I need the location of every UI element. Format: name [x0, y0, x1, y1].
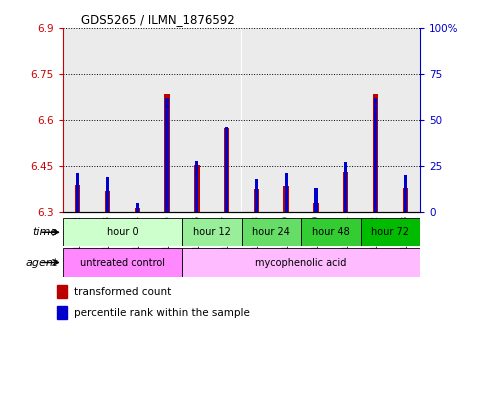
- Bar: [164, 94, 170, 212]
- Bar: [254, 189, 259, 212]
- Bar: [224, 128, 229, 212]
- Text: mycophenolic acid: mycophenolic acid: [256, 257, 347, 268]
- Text: time: time: [33, 227, 58, 237]
- Bar: [301, 28, 331, 212]
- Bar: [374, 98, 377, 212]
- Bar: [182, 218, 242, 246]
- Bar: [403, 187, 408, 212]
- Bar: [404, 175, 407, 212]
- Bar: [361, 218, 420, 246]
- Text: hour 48: hour 48: [312, 227, 350, 237]
- Bar: [390, 28, 420, 212]
- Bar: [57, 285, 68, 298]
- Text: percentile rank within the sample: percentile rank within the sample: [74, 308, 250, 318]
- Bar: [76, 173, 79, 212]
- Text: hour 12: hour 12: [193, 227, 231, 237]
- Bar: [255, 179, 258, 212]
- Bar: [284, 186, 289, 212]
- Bar: [63, 28, 93, 212]
- Bar: [271, 28, 301, 212]
- Bar: [361, 28, 390, 212]
- Bar: [373, 94, 378, 212]
- Bar: [301, 218, 361, 246]
- Bar: [194, 165, 199, 212]
- Text: hour 24: hour 24: [252, 227, 290, 237]
- Bar: [212, 28, 242, 212]
- Bar: [63, 218, 182, 246]
- Bar: [225, 127, 228, 212]
- Bar: [152, 28, 182, 212]
- Bar: [135, 208, 140, 212]
- Text: hour 0: hour 0: [107, 227, 138, 237]
- Bar: [182, 248, 420, 277]
- Bar: [331, 28, 361, 212]
- Text: transformed count: transformed count: [74, 287, 171, 297]
- Bar: [182, 28, 212, 212]
- Bar: [75, 185, 80, 212]
- Bar: [195, 160, 199, 212]
- Bar: [122, 28, 152, 212]
- Bar: [105, 191, 110, 212]
- Bar: [343, 172, 348, 212]
- Bar: [313, 203, 319, 212]
- Bar: [93, 28, 122, 212]
- Text: agent: agent: [26, 257, 58, 268]
- Bar: [136, 203, 139, 212]
- Bar: [344, 162, 347, 212]
- Text: untreated control: untreated control: [80, 257, 165, 268]
- Bar: [314, 188, 317, 212]
- Bar: [284, 173, 288, 212]
- Bar: [242, 28, 271, 212]
- Text: hour 72: hour 72: [371, 227, 410, 237]
- Bar: [57, 306, 68, 319]
- Text: GDS5265 / ILMN_1876592: GDS5265 / ILMN_1876592: [81, 13, 234, 26]
- Bar: [63, 248, 182, 277]
- Bar: [106, 177, 109, 212]
- Bar: [166, 98, 169, 212]
- Bar: [242, 218, 301, 246]
